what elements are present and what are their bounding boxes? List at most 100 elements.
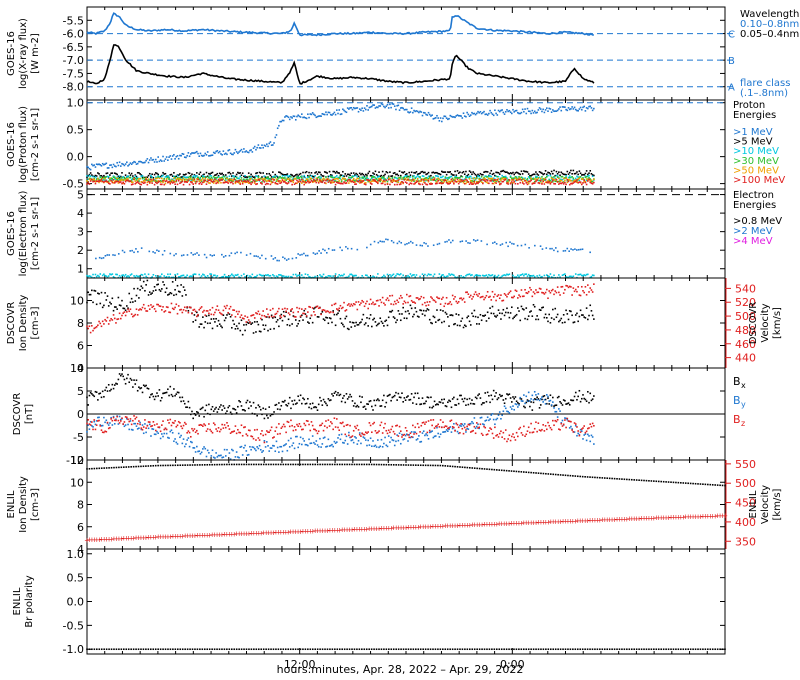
data-point: [154, 181, 157, 184]
data-point: [273, 142, 275, 144]
data-point: [241, 454, 244, 456]
data-point: [93, 164, 96, 166]
data-point: [295, 257, 298, 259]
data-point: [280, 177, 283, 179]
data-point: [593, 181, 595, 184]
data-point: [593, 395, 595, 397]
data-point: [186, 274, 188, 277]
data-point: [430, 296, 432, 298]
data-point: [220, 179, 222, 181]
data-point: [124, 309, 127, 312]
data-point: [358, 322, 361, 324]
data-point: [407, 175, 409, 178]
data-point: [338, 172, 341, 174]
data-point: [252, 314, 255, 316]
data-point: [245, 450, 248, 452]
data-point: [331, 249, 334, 251]
data-point: [315, 306, 318, 308]
data-point: [412, 301, 414, 304]
data-point: [109, 319, 111, 322]
data-point: [389, 103, 391, 106]
data-point: [425, 176, 427, 179]
data-point: [541, 175, 543, 178]
data-point: [578, 177, 581, 180]
data-point: [393, 317, 396, 320]
data-point: [527, 182, 530, 185]
data-point: [474, 183, 477, 185]
data-point: [326, 113, 328, 116]
legend-title: Proton: [733, 100, 765, 111]
data-point: [568, 275, 571, 278]
data-point: [284, 276, 286, 279]
data-point: [451, 177, 454, 180]
data-point: [399, 273, 402, 275]
data-point: [461, 171, 464, 174]
data-point: [561, 106, 564, 108]
data-point: [123, 164, 126, 167]
data-point: [389, 295, 391, 297]
data-point: [519, 112, 522, 115]
data-point: [323, 309, 326, 312]
data-point: [165, 180, 168, 182]
data-point: [455, 313, 458, 315]
data-point: [156, 430, 158, 433]
data-point: [554, 110, 557, 112]
data-point: [243, 180, 245, 182]
y-axis-label: DSCOVR: [12, 393, 23, 436]
data-point: [200, 175, 203, 177]
data-point: [307, 176, 309, 178]
data-point: [241, 179, 244, 182]
data-point: [526, 292, 529, 295]
data-point: [270, 144, 273, 146]
data-point: [358, 172, 361, 175]
data-point: [256, 446, 258, 448]
data-point: [413, 313, 415, 316]
data-point: [191, 173, 193, 176]
data-point: [147, 178, 150, 180]
data-point: [281, 178, 284, 180]
data-point: [462, 326, 465, 329]
data-point: [315, 177, 318, 180]
data-point: [294, 118, 297, 121]
data-point: [208, 314, 210, 317]
data-point: [436, 171, 438, 174]
data-point: [336, 170, 338, 173]
y-tick-label: -6.5: [63, 41, 84, 54]
data-point: [498, 183, 501, 186]
data-point: [187, 400, 190, 403]
data-point: [553, 178, 555, 181]
data-point: [356, 107, 359, 109]
data-point: [288, 178, 291, 180]
data-point: [291, 323, 293, 325]
data-point: [187, 177, 190, 179]
data-point: [530, 401, 532, 403]
data-point: [337, 178, 339, 180]
data-point: [538, 176, 541, 179]
data-point: [327, 179, 330, 181]
data-point: [559, 106, 561, 108]
data-point: [118, 176, 121, 179]
data-point: [163, 177, 166, 180]
data-point: [232, 319, 234, 322]
data-point: [209, 322, 211, 325]
data-point: [349, 273, 351, 276]
data-point: [377, 273, 379, 275]
data-point: [308, 406, 310, 409]
data-point: [392, 180, 395, 182]
data-point: [187, 437, 190, 439]
data-point: [538, 274, 541, 277]
data-point: [377, 299, 379, 302]
data-point: [215, 173, 217, 176]
data-point: [396, 319, 398, 321]
data-point: [410, 307, 413, 310]
data-point: [99, 164, 102, 166]
data-point: [541, 248, 544, 250]
data-point: [572, 287, 575, 289]
data-point: [471, 177, 473, 180]
data-point: [286, 308, 289, 310]
data-point: [275, 403, 278, 406]
data-point: [176, 273, 179, 275]
data-point: [562, 399, 565, 401]
data-point: [152, 178, 155, 181]
data-point: [299, 394, 302, 397]
